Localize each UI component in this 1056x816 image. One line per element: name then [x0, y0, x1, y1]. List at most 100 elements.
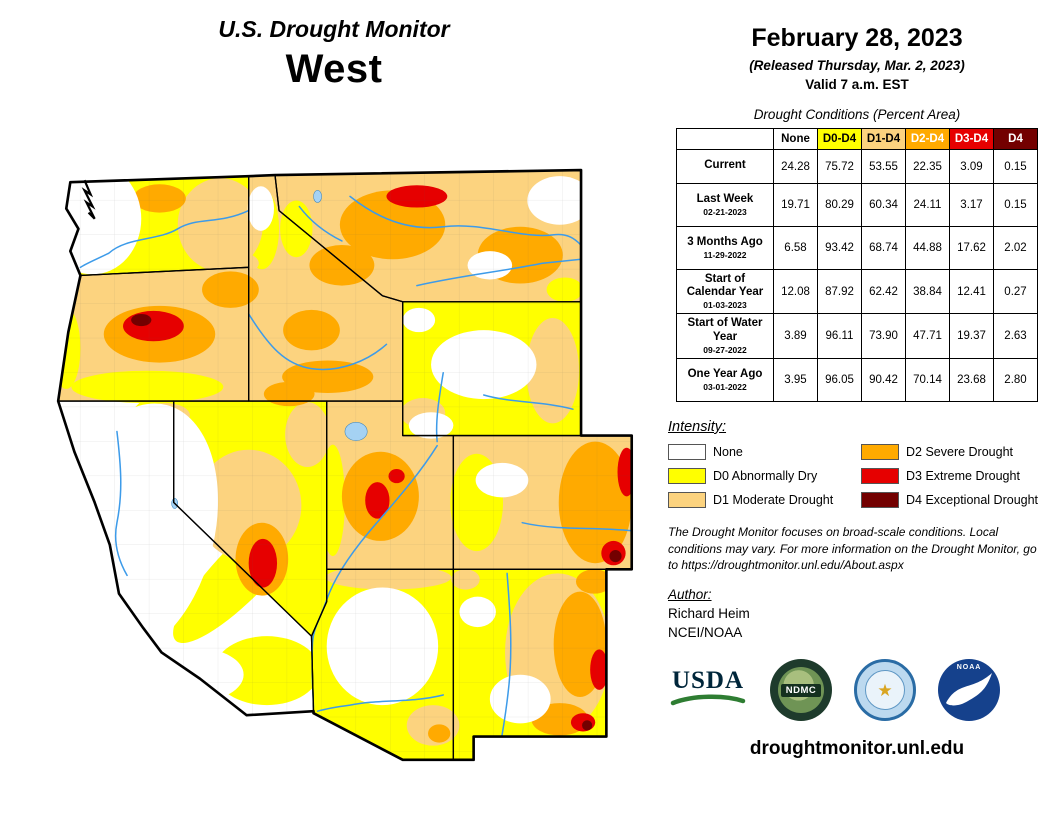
legend-label: D1 Moderate Drought [713, 492, 834, 507]
row-sublabel: 03-01-2022 [703, 381, 747, 392]
row-label: 3 Months Ago [687, 235, 763, 248]
legend-swatch-d0 [668, 467, 706, 484]
site-url[interactable]: droughtmonitor.unl.edu [749, 738, 965, 760]
region-title: West [285, 47, 383, 91]
drought-map [46, 158, 654, 782]
column-header-d1-d4: D1-D4 [861, 128, 906, 150]
cell-value: 68.74 [861, 226, 906, 270]
commerce-seal-center: ★ [865, 670, 905, 711]
cell-value: 53.55 [861, 149, 906, 184]
legend-swatch-d4 [861, 491, 899, 508]
usda-logo: USDA [668, 668, 748, 712]
table-row-start-water-year: Start of Water Year 09-27-2022 3.89 96.11… [676, 313, 1038, 359]
region-outline [56, 168, 634, 762]
cell-value: 23.68 [949, 357, 994, 402]
column-header-none: None [773, 128, 818, 150]
row-label: Start of Water Year [687, 317, 763, 343]
row-sublabel: 02-21-2023 [703, 207, 747, 218]
author-org: NCEI/NOAA [668, 625, 743, 641]
column-header-d2-d4: D2-D4 [905, 128, 950, 150]
cell-value: 38.84 [905, 268, 950, 315]
ndmc-logo-text: NDMC [780, 683, 822, 697]
about-link[interactable]: https://droughtmonitor.unl.edu/About.asp… [681, 558, 904, 573]
cell-value: 19.71 [773, 183, 818, 227]
usda-logo-text: USDA [671, 667, 745, 695]
cell-value: 24.11 [905, 183, 950, 227]
lakes [171, 190, 368, 509]
cell-value: 93.42 [817, 226, 862, 270]
author-heading: Author: [668, 587, 712, 603]
cell-value: 73.90 [861, 313, 906, 359]
legend-swatch-none [668, 443, 706, 460]
noaa-logo-text: NOAA [956, 664, 982, 672]
legend-item-d0: D0 Abnormally Dry [668, 467, 853, 484]
table-row-3-months-ago: 3 Months Ago 11-29-2022 6.58 93.42 68.74 … [676, 226, 1038, 270]
release-date: (Released Thursday, Mar. 2, 2023) [749, 58, 965, 73]
legend-item-none: None [668, 443, 853, 460]
cell-value: 60.34 [861, 183, 906, 227]
cell-value: 2.80 [993, 357, 1038, 402]
legend-label: D2 Severe Drought [906, 444, 1014, 459]
legend-swatch-d3 [861, 467, 899, 484]
logo-row: USDA NDMC ★ NOAA [668, 654, 1046, 726]
table-row-one-year-ago: One Year Ago 03-01-2022 3.95 96.05 90.42 … [676, 357, 1038, 402]
cell-value: 0.15 [993, 183, 1038, 227]
table-header-row: None D0-D4 D1-D4 D2-D4 D3-D4 D4 [676, 128, 1038, 150]
cell-value: 96.11 [817, 313, 862, 359]
commerce-seal-logo: ★ [854, 659, 916, 722]
row-label: Start of Calendar Year [686, 273, 764, 299]
cell-value: 3.17 [949, 183, 994, 227]
cell-value: 47.71 [905, 313, 950, 359]
legend-label: None [713, 444, 743, 459]
row-sublabel: 11-29-2022 [703, 250, 747, 261]
legend-column-left: None D0 Abnormally Dry D1 Moderate Droug… [668, 443, 853, 508]
legend-label: D3 Extreme Drought [906, 468, 1020, 483]
table-caption: Drought Conditions (Percent Area) [753, 107, 961, 122]
row-label: Current [704, 159, 746, 172]
intensity-heading: Intensity: [668, 418, 727, 435]
legend-item-d1: D1 Moderate Drought [668, 491, 853, 508]
page-title: U.S. Drought Monitor [218, 16, 450, 42]
title-block: U.S. Drought Monitor West [0, 16, 668, 92]
cell-value: 62.42 [861, 268, 906, 315]
cell-value: 2.02 [993, 226, 1038, 270]
info-panel: February 28, 2023 (Released Thursday, Ma… [668, 24, 1046, 760]
flathead-lake [313, 190, 322, 203]
great-salt-lake [344, 422, 368, 441]
cell-value: 17.62 [949, 226, 994, 270]
noaa-bird-icon [946, 673, 992, 706]
author-name: Richard Heim [668, 606, 750, 622]
cell-value: 96.05 [817, 357, 862, 402]
drought-conditions-table: None D0-D4 D1-D4 D2-D4 D3-D4 D4 Current … [676, 128, 1038, 402]
cell-value: 80.29 [817, 183, 862, 227]
cell-value: 19.37 [949, 313, 994, 359]
cell-value: 12.08 [773, 268, 818, 315]
rivers [79, 195, 632, 737]
cell-value: 12.41 [949, 268, 994, 315]
corner-cell [676, 128, 774, 150]
report-date: February 28, 2023 [751, 24, 963, 52]
cell-value: 44.88 [905, 226, 950, 270]
ndmc-globe-icon: NDMC [778, 667, 824, 714]
valid-time: Valid 7 a.m. EST [805, 77, 909, 92]
table-row-current: Current 24.28 75.72 53.55 22.35 3.09 0.1… [676, 149, 1038, 184]
legend-column-right: D2 Severe Drought D3 Extreme Drought D4 … [861, 443, 1046, 508]
row-label: One Year Ago [687, 367, 763, 380]
cell-value: 6.58 [773, 226, 818, 270]
legend-swatch-d1 [668, 491, 706, 508]
cell-value: 90.42 [861, 357, 906, 402]
cell-value: 3.95 [773, 357, 818, 402]
row-sublabel: 01-03-2023 [703, 300, 747, 311]
legend-label: D4 Exceptional Drought [906, 492, 1039, 507]
column-header-d0-d4: D0-D4 [817, 128, 862, 150]
usda-swoosh-icon [670, 694, 746, 706]
legend-item-d3: D3 Extreme Drought [861, 467, 1046, 484]
cell-value: 0.27 [993, 268, 1038, 315]
county-lines [58, 170, 632, 760]
row-label: Last Week [696, 192, 754, 205]
table-row-start-calendar-year: Start of Calendar Year 01-03-2023 12.08 8… [676, 268, 1038, 315]
legend-item-d4: D4 Exceptional Drought [861, 491, 1046, 508]
disclaimer: The Drought Monitor focuses on broad-sca… [668, 524, 1042, 574]
cell-value: 3.09 [949, 149, 994, 184]
intensity-legend: None D0 Abnormally Dry D1 Moderate Droug… [668, 443, 1046, 508]
